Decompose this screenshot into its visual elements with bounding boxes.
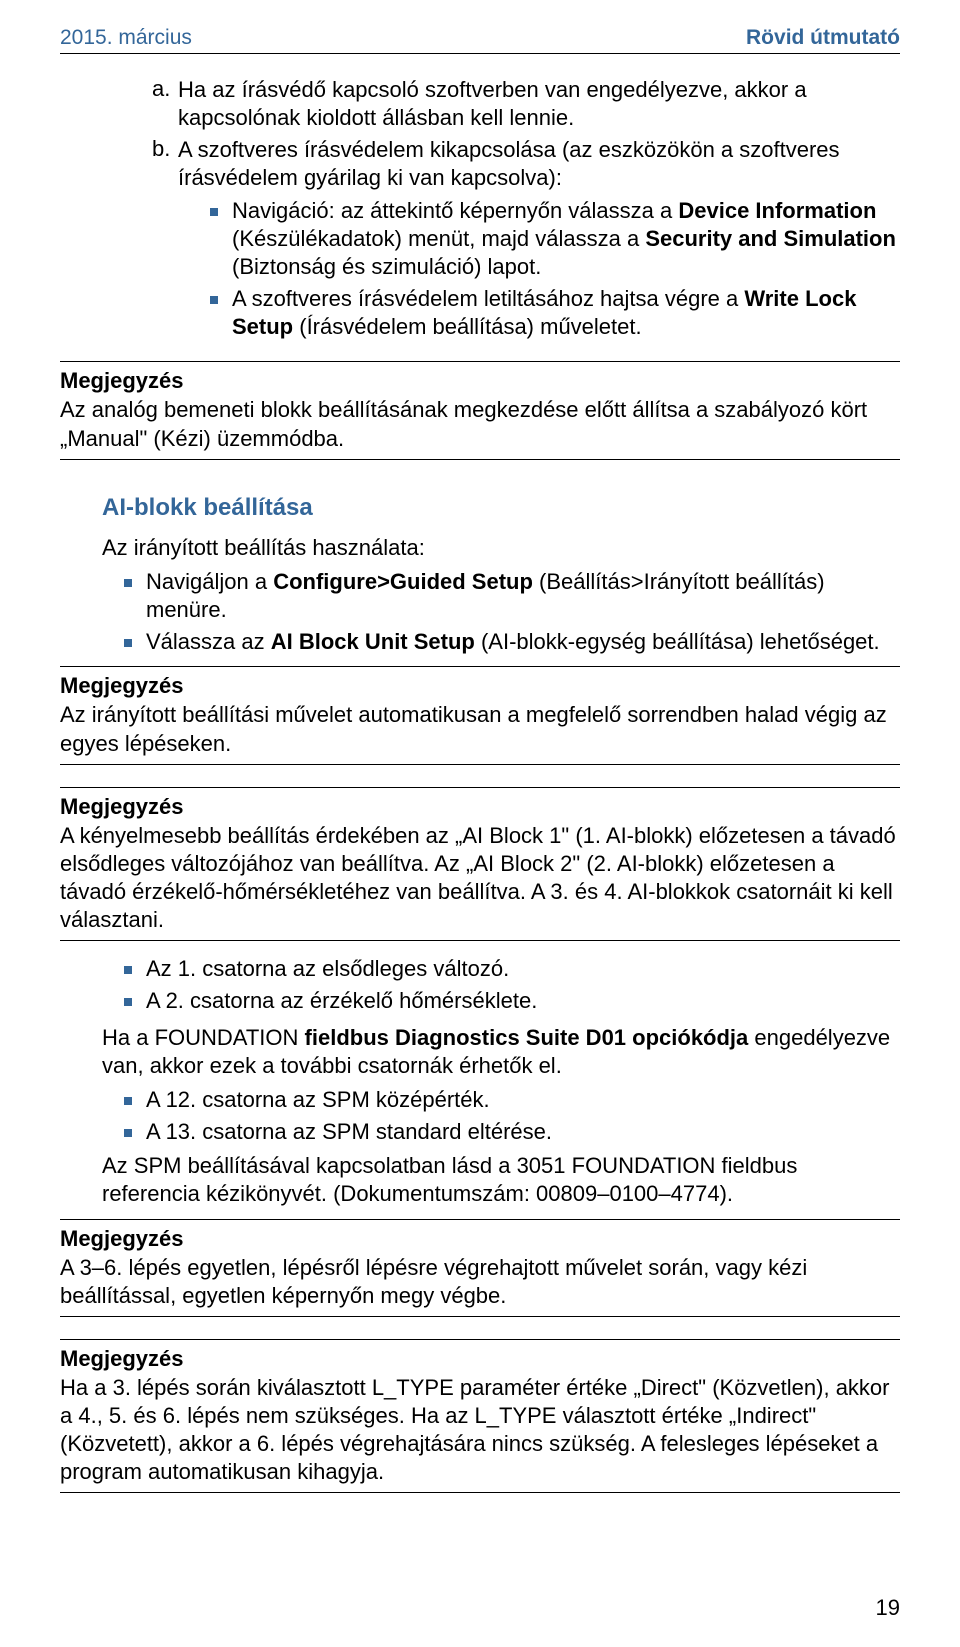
t: fieldbus Diagnostics Suite D01 opciókódj…: [305, 1025, 749, 1050]
list-item-b: b. A szoftveres írásvédelem kikapcsolása…: [152, 136, 890, 192]
header-title: Rövid útmutató: [746, 26, 900, 50]
t: (AI-blokk-egység beállítása) lehetőséget…: [475, 629, 880, 654]
t: Válassza az: [146, 629, 271, 654]
sub-item-b2: A szoftveres írásvédelem letiltásához ha…: [210, 285, 900, 341]
ch-item-1: Az 1. csatorna az elsődleges változó.: [124, 955, 900, 983]
ch-item-2: A 2. csatorna az érzékelő hőmérséklete.: [124, 987, 900, 1015]
note-block-1: Megjegyzés Az analóg bemeneti blokk beál…: [60, 361, 900, 459]
t: OUNDATION: [585, 1153, 715, 1178]
sub-list-b: Navigáció: az áttekintő képernyőn válass…: [210, 197, 900, 342]
marker-b: b.: [152, 136, 178, 192]
t: Configure>Guided Setup: [273, 569, 533, 594]
ch-text-1: Az 1. csatorna az elsődleges változó.: [146, 955, 509, 983]
t: AI Block Unit Setup: [271, 629, 475, 654]
t: Ha a F: [102, 1025, 168, 1050]
bullet-icon: [124, 1097, 132, 1105]
ai-bullet-list: Navigáljon a Configure>Guided Setup (Beá…: [124, 568, 900, 656]
note-title: Megjegyzés: [60, 794, 900, 820]
t: Az SPM beállításával kapcsolatban lásd a…: [102, 1153, 585, 1178]
note-title: Megjegyzés: [60, 1226, 900, 1252]
ch-text-3: A 12. csatorna az SPM középérték.: [146, 1086, 490, 1114]
header-date: 2015. március: [60, 26, 192, 50]
bullet-icon: [210, 208, 218, 216]
note-title: Megjegyzés: [60, 368, 900, 394]
note-block-3: Megjegyzés A kényelmesebb beállítás érde…: [60, 787, 900, 942]
page-header: 2015. március Rövid útmutató: [60, 26, 900, 54]
bullet-icon: [124, 579, 132, 587]
list-item-a: a. Ha az írásvédő kapcsoló szoftverben v…: [152, 76, 890, 132]
page-number: 19: [876, 1595, 900, 1621]
note-title: Megjegyzés: [60, 673, 900, 699]
ff-paragraph: Ha a FOUNDATION fieldbus Diagnostics Sui…: [102, 1024, 900, 1080]
t: OUNDATION: [168, 1025, 298, 1050]
bullet-icon: [124, 639, 132, 647]
note-body: A 3–6. lépés egyetlen, lépésről lépésre …: [60, 1254, 900, 1310]
bullet-icon: [124, 1129, 132, 1137]
channel-list-1: Az 1. csatorna az elsődleges változó. A …: [124, 955, 900, 1015]
ai-bullet-1: Navigáljon a Configure>Guided Setup (Beá…: [124, 568, 900, 624]
sub-item-b1: Navigáció: az áttekintő képernyőn válass…: [210, 197, 900, 281]
marker-a: a.: [152, 76, 178, 132]
ai-bullet-2: Válassza az AI Block Unit Setup (AI-blok…: [124, 628, 900, 656]
ai-bullet-2-text: Válassza az AI Block Unit Setup (AI-blok…: [146, 628, 880, 656]
sub-text-b1: Navigáció: az áttekintő képernyőn válass…: [232, 197, 900, 281]
t: (Írásvédelem beállítása) műveletet.: [293, 314, 642, 339]
ch-text-2: A 2. csatorna az érzékelő hőmérséklete.: [146, 987, 537, 1015]
ai-intro: Az irányított beállítás használata:: [102, 534, 900, 562]
ai-bullet-1-text: Navigáljon a Configure>Guided Setup (Beá…: [146, 568, 900, 624]
ch-item-4: A 13. csatorna az SPM standard eltérése.: [124, 1118, 900, 1146]
note-body: A kényelmesebb beállítás érdekében az „A…: [60, 822, 900, 935]
t: A szoftveres írásvédelem letiltásához ha…: [232, 286, 744, 311]
ch-item-3: A 12. csatorna az SPM középérték.: [124, 1086, 900, 1114]
note-block-2: Megjegyzés Az irányított beállítási műve…: [60, 666, 900, 764]
t: Navigáció: az áttekintő képernyőn válass…: [232, 198, 678, 223]
text-a: Ha az írásvédő kapcsoló szoftverben van …: [178, 76, 890, 132]
note-title: Megjegyzés: [60, 1346, 900, 1372]
t: (Készülékadatok) menüt, majd válassza a: [232, 226, 645, 251]
note-body: Ha a 3. lépés során kiválasztott L_TYPE …: [60, 1374, 900, 1487]
t: Navigáljon a: [146, 569, 273, 594]
bullet-icon: [124, 966, 132, 974]
t: (Biztonság és szimuláció) lapot.: [232, 254, 541, 279]
note-body: Az irányított beállítási művelet automat…: [60, 701, 900, 757]
bullet-icon: [124, 998, 132, 1006]
note-block-5: Megjegyzés Ha a 3. lépés során kiválaszt…: [60, 1339, 900, 1494]
section-heading-ai: AI-blokk beállítása: [102, 494, 900, 522]
text-b: A szoftveres írásvédelem kikapcsolása (a…: [178, 136, 890, 192]
note-block-4: Megjegyzés A 3–6. lépés egyetlen, lépésr…: [60, 1219, 900, 1317]
ordered-list: a. Ha az írásvédő kapcsoló szoftverben v…: [152, 76, 890, 193]
ch-text-4: A 13. csatorna az SPM standard eltérése.: [146, 1118, 552, 1146]
note-body: Az analóg bemeneti blokk beállításának m…: [60, 396, 900, 452]
spm-paragraph: Az SPM beállításával kapcsolatban lásd a…: [102, 1152, 900, 1208]
channel-list-2: A 12. csatorna az SPM középérték. A 13. …: [124, 1086, 900, 1146]
bullet-icon: [210, 296, 218, 304]
sub-text-b2: A szoftveres írásvédelem letiltásához ha…: [232, 285, 900, 341]
t: Device Information: [678, 198, 876, 223]
t: Security and Simulation: [645, 226, 896, 251]
